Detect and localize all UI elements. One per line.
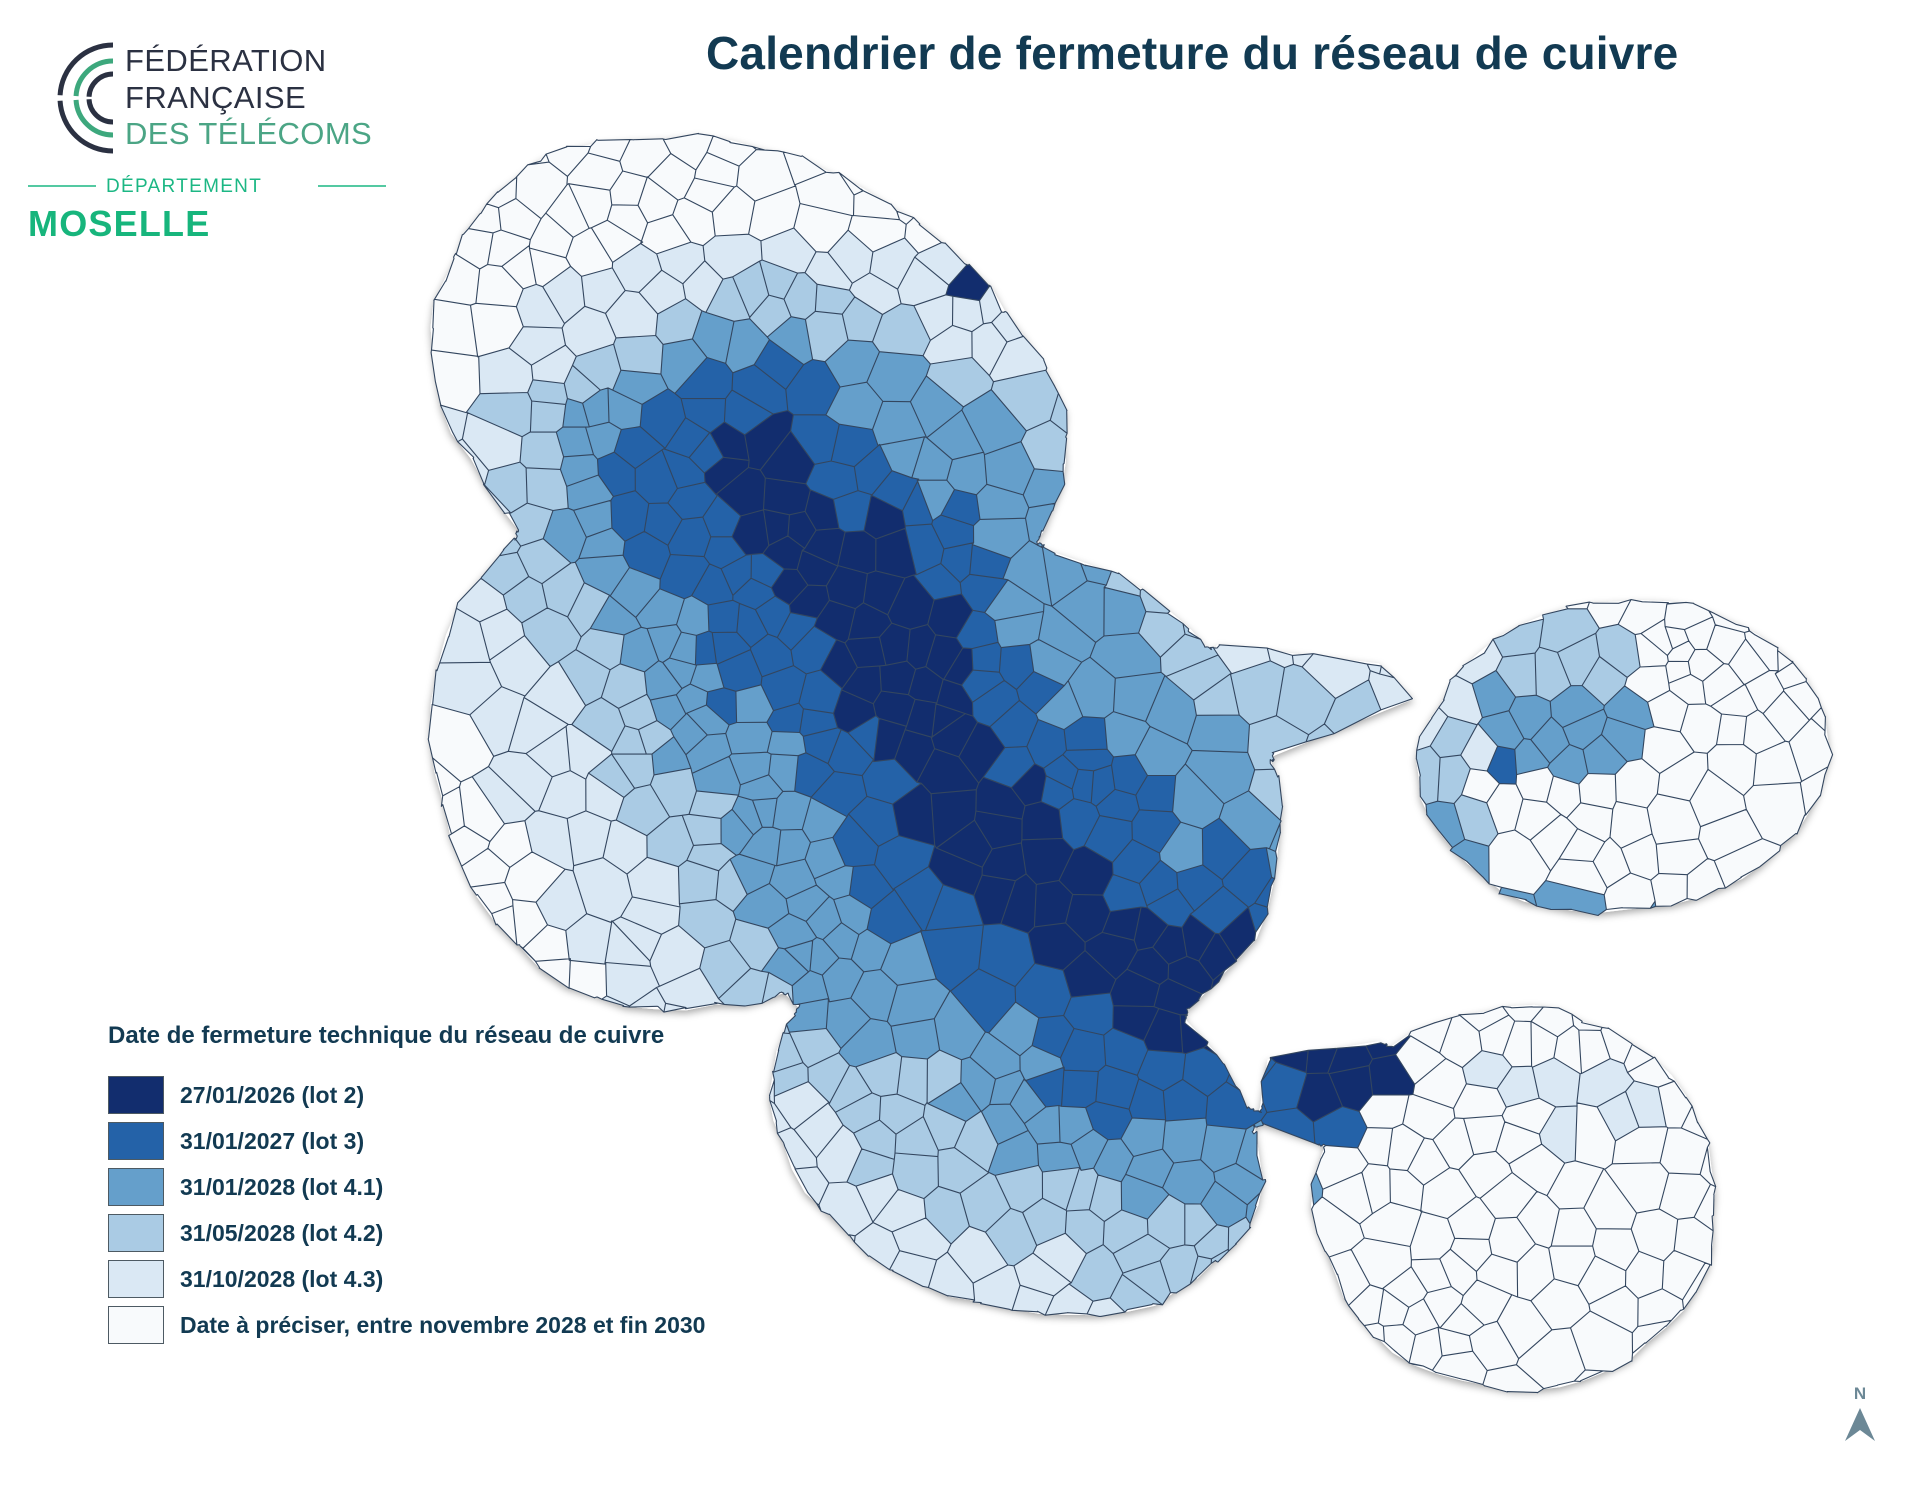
svg-text:N: N xyxy=(1854,1384,1866,1403)
